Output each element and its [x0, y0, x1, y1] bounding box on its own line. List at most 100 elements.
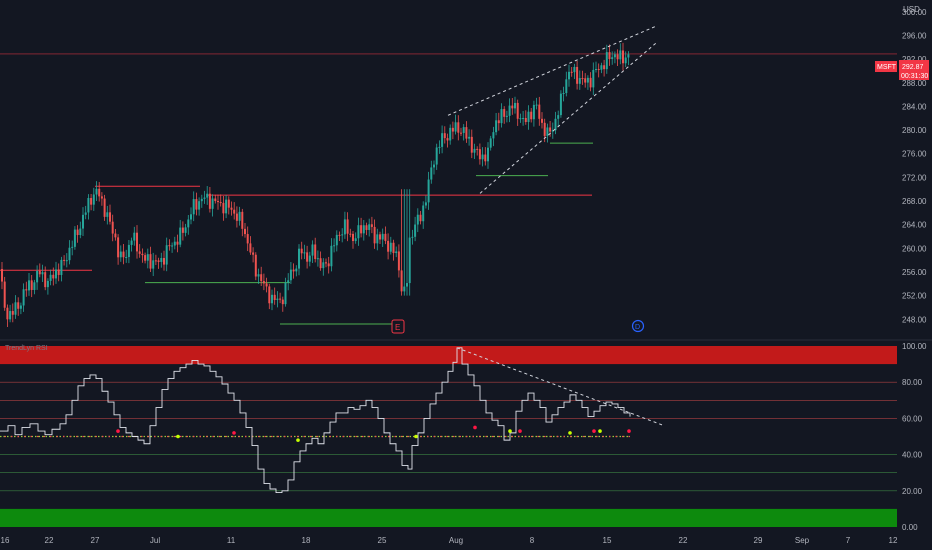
candle-body[interactable] — [254, 254, 257, 277]
candle-body[interactable] — [546, 127, 549, 136]
candle-body[interactable] — [11, 311, 14, 315]
candle-body[interactable] — [260, 274, 263, 282]
candle-body[interactable] — [238, 211, 241, 221]
candle-body[interactable] — [597, 68, 600, 70]
candle-body[interactable] — [376, 234, 379, 244]
candle-body[interactable] — [308, 255, 311, 262]
candle-body[interactable] — [454, 122, 457, 132]
candle-body[interactable] — [435, 147, 438, 165]
candle-body[interactable] — [206, 193, 209, 198]
candle-body[interactable] — [3, 281, 6, 308]
candle-body[interactable] — [152, 260, 155, 269]
candle-body[interactable] — [422, 205, 425, 222]
candle-body[interactable] — [554, 118, 557, 131]
candle-body[interactable] — [352, 233, 354, 242]
candle-body[interactable] — [165, 245, 168, 265]
candle-body[interactable] — [246, 234, 249, 244]
candle-body[interactable] — [611, 57, 614, 60]
candle-body[interactable] — [92, 194, 95, 205]
candle-body[interactable] — [484, 154, 487, 162]
candle-body[interactable] — [138, 251, 141, 254]
candle-body[interactable] — [190, 214, 192, 220]
sell-signal-dot[interactable] — [592, 429, 596, 433]
candle-body[interactable] — [241, 211, 244, 229]
candle-body[interactable] — [38, 270, 41, 275]
candle-body[interactable] — [125, 257, 128, 259]
candle-body[interactable] — [392, 242, 395, 254]
candle-body[interactable] — [79, 228, 82, 236]
candle-body[interactable] — [354, 238, 357, 242]
candle-body[interactable] — [541, 118, 543, 123]
buy-signal-dot[interactable] — [598, 429, 602, 433]
candle-body[interactable] — [384, 233, 387, 241]
candle-body[interactable] — [44, 272, 47, 288]
candle-body[interactable] — [446, 138, 449, 141]
price-pane[interactable]: 248.00 252.00 256.00 260.00 264.00 268.00 272.… — [0, 8, 927, 328]
candle-body[interactable] — [619, 50, 622, 60]
candle-body[interactable] — [211, 198, 214, 209]
candle-body[interactable] — [187, 219, 190, 228]
candle-body[interactable] — [503, 109, 506, 117]
candle-body[interactable] — [406, 283, 408, 287]
candle-body[interactable] — [624, 57, 627, 64]
candle-body[interactable] — [233, 209, 236, 214]
candle-body[interactable] — [28, 280, 30, 291]
candle-body[interactable] — [449, 127, 452, 141]
candle-body[interactable] — [265, 283, 268, 287]
candle-body[interactable] — [122, 251, 125, 258]
candle-body[interactable] — [424, 202, 427, 206]
candle-body[interactable] — [322, 262, 325, 269]
candle-body[interactable] — [157, 260, 160, 262]
candle-body[interactable] — [468, 136, 471, 139]
candle-body[interactable] — [608, 52, 611, 60]
candle-body[interactable] — [257, 274, 260, 277]
candle-body[interactable] — [476, 148, 479, 150]
candle-body[interactable] — [562, 93, 565, 95]
candle-body[interactable] — [330, 245, 333, 267]
candle-body[interactable] — [273, 294, 276, 301]
candle-body[interactable] — [68, 247, 71, 261]
candle-body[interactable] — [603, 65, 606, 70]
candle-body[interactable] — [460, 132, 462, 134]
candle-body[interactable] — [519, 118, 522, 120]
candle-body[interactable] — [365, 225, 368, 230]
candle-body[interactable] — [400, 270, 403, 292]
candle-body[interactable] — [595, 68, 597, 70]
candle-body[interactable] — [149, 254, 152, 269]
candle-body[interactable] — [338, 234, 341, 236]
candle-body[interactable] — [60, 259, 63, 275]
candle-body[interactable] — [316, 258, 319, 260]
candle-body[interactable] — [179, 227, 182, 245]
dividend-marker[interactable]: D — [631, 319, 645, 333]
candle-body[interactable] — [327, 263, 330, 267]
candle-body[interactable] — [573, 66, 576, 73]
candle-body[interactable] — [489, 138, 492, 148]
candle-body[interactable] — [314, 244, 317, 259]
candle-body[interactable] — [532, 104, 535, 120]
candle-body[interactable] — [195, 199, 198, 210]
candle-body[interactable] — [103, 198, 106, 217]
candle-body[interactable] — [416, 214, 419, 225]
candle-body[interactable] — [173, 241, 176, 246]
candle-body[interactable] — [395, 251, 398, 254]
candle-body[interactable] — [30, 280, 33, 290]
buy-signal-dot[interactable] — [414, 434, 418, 439]
candle-body[interactable] — [403, 286, 406, 292]
candle-body[interactable] — [589, 77, 592, 88]
candle-body[interactable] — [487, 147, 489, 162]
candle-body[interactable] — [451, 127, 454, 132]
candle-body[interactable] — [481, 154, 484, 160]
candle-body[interactable] — [22, 289, 25, 306]
candle-body[interactable] — [141, 253, 144, 256]
candle-body[interactable] — [311, 244, 314, 256]
candle-body[interactable] — [508, 105, 511, 116]
candle-body[interactable] — [427, 179, 430, 203]
candle-body[interactable] — [192, 199, 195, 215]
candle-body[interactable] — [73, 229, 76, 247]
candle-body[interactable] — [119, 251, 122, 258]
candle-body[interactable] — [6, 307, 9, 320]
candle-body[interactable] — [584, 78, 587, 83]
candle-body[interactable] — [222, 202, 225, 214]
candle-body[interactable] — [181, 227, 184, 233]
